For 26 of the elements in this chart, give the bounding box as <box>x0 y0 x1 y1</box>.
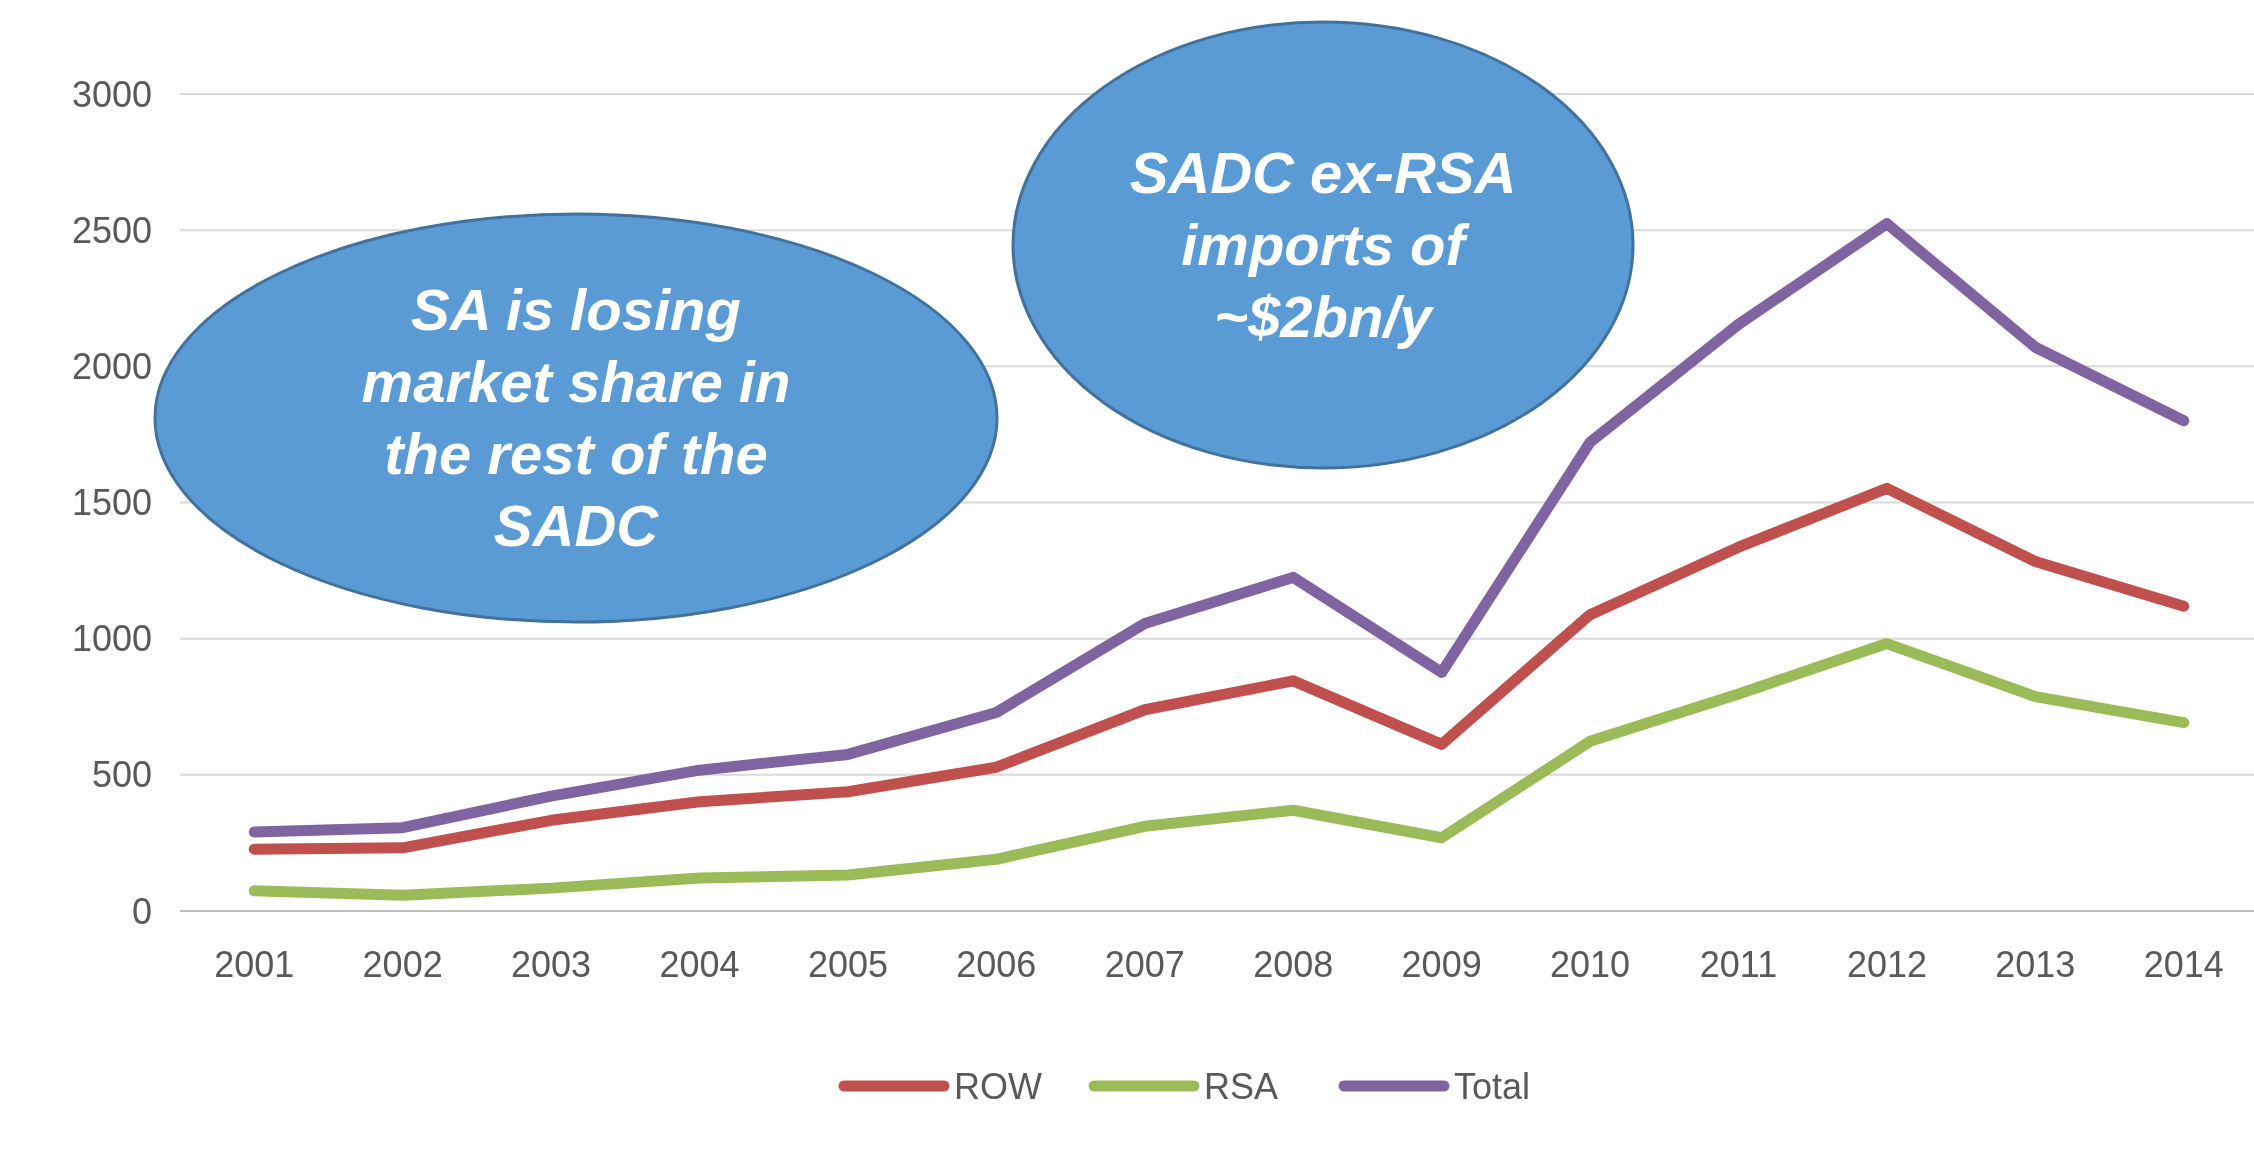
y-tick-label: 500 <box>91 754 152 796</box>
x-tick-label: 2012 <box>1846 944 1927 985</box>
legend-label: RSA <box>1204 1065 1279 1107</box>
y-tick-label: 2000 <box>71 345 152 387</box>
y-tick-label: 0 <box>131 890 152 932</box>
annotation: SADC ex-RSA imports of ~$2bn/y <box>1129 140 1517 350</box>
x-tick-label: 2008 <box>1253 944 1334 985</box>
x-tick-label: 2009 <box>1401 944 1482 985</box>
x-tick-label: 2002 <box>362 944 443 985</box>
x-tick-label: 2006 <box>956 944 1037 985</box>
y-tick-label: 1000 <box>71 618 152 660</box>
x-tick-label: 2003 <box>511 944 592 985</box>
annotation: SA is losing market share in the rest of the SADC <box>361 277 791 559</box>
x-tick-label: 2014 <box>2143 944 2224 985</box>
x-tick-label: 2004 <box>659 944 740 985</box>
x-tick-label: 2011 <box>1699 944 1778 985</box>
x-tick-label: 2007 <box>1104 944 1185 985</box>
x-tick-label: 2001 <box>214 944 295 985</box>
y-tick-label: 3000 <box>71 73 152 115</box>
x-tick-label: 2010 <box>1550 944 1631 985</box>
legend-label: Total <box>1454 1065 1531 1107</box>
x-tick-label: 2005 <box>807 944 888 985</box>
y-tick-label: 2500 <box>71 209 152 251</box>
x-tick-label: 2013 <box>1995 944 2076 985</box>
y-tick-label: 1500 <box>71 482 152 524</box>
legend-label: ROW <box>954 1065 1042 1107</box>
